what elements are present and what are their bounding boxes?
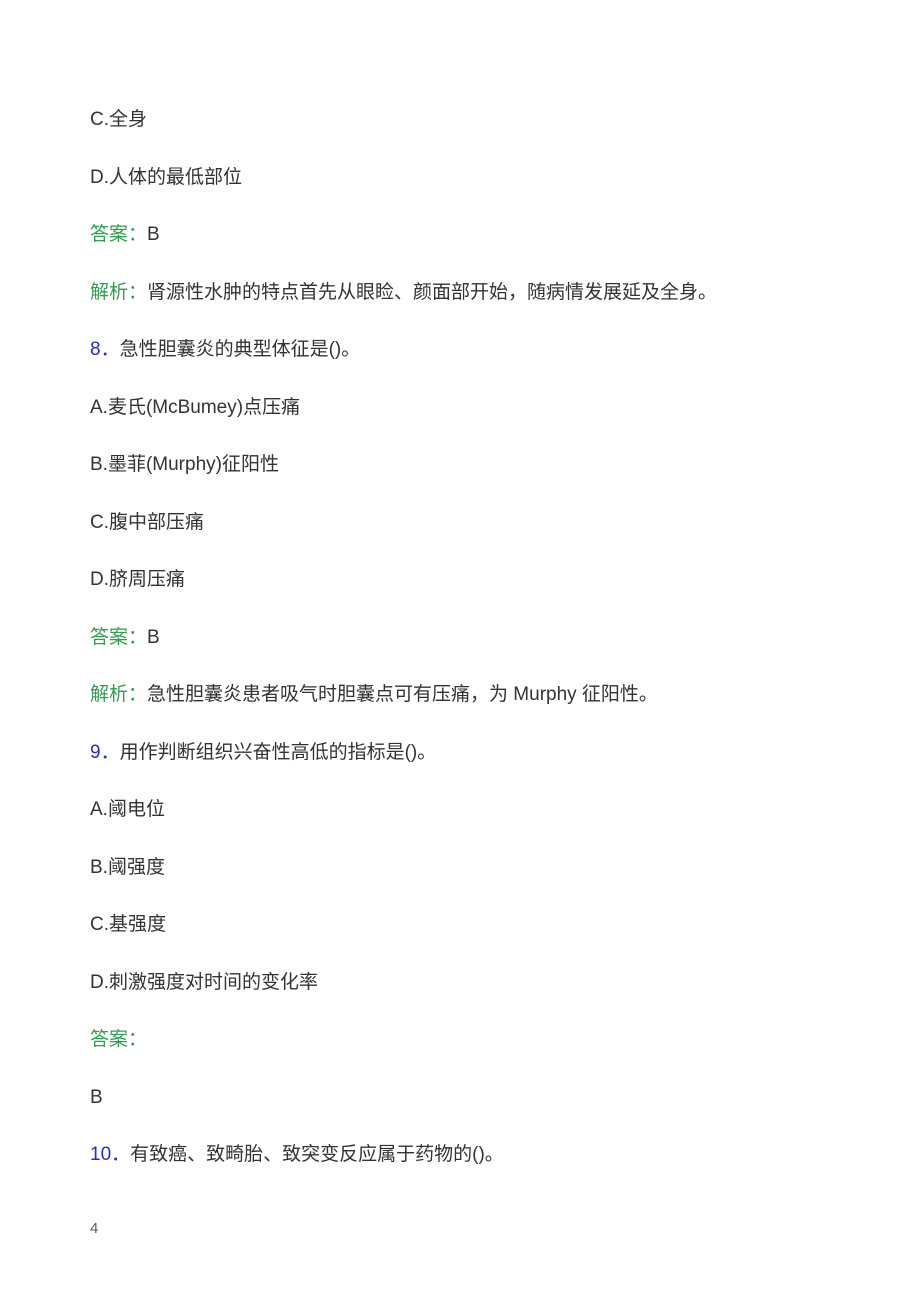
question-number: 10．: [90, 1144, 130, 1165]
q9-option-a: A.阈电位: [90, 796, 830, 825]
q7-answer: 答案：B: [90, 221, 830, 250]
q8-analysis: 解析：急性胆囊炎患者吸气时胆囊点可有压痛，为 Murphy 征阳性。: [90, 681, 830, 710]
q9-answer-label-line: 答案：: [90, 1026, 830, 1055]
q10-stem: 10．有致癌、致畸胎、致突变反应属于药物的()。: [90, 1141, 830, 1170]
q9-answer-value-line: B: [90, 1084, 830, 1113]
q9-option-d: D.刺激强度对时间的变化率: [90, 969, 830, 998]
q8-stem: 8．急性胆囊炎的典型体征是()。: [90, 336, 830, 365]
q9-option-b: B.阈强度: [90, 854, 830, 883]
q8-option-c: C.腹中部压痛: [90, 509, 830, 538]
answer-value: B: [147, 627, 160, 648]
q7-option-c: C.全身: [90, 106, 830, 135]
q8-answer: 答案：B: [90, 624, 830, 653]
document-page: C.全身 D.人体的最低部位 答案：B 解析：肾源性水肿的特点首先从眼睑、颜面部…: [0, 0, 920, 1302]
answer-label: 答案：: [90, 224, 147, 245]
q9-stem: 9．用作判断组织兴奋性高低的指标是()。: [90, 739, 830, 768]
answer-label: 答案：: [90, 627, 147, 648]
question-number: 9．: [90, 742, 120, 763]
analysis-text: 急性胆囊炎患者吸气时胆囊点可有压痛，为 Murphy 征阳性。: [147, 684, 658, 705]
page-number: 4: [90, 1218, 98, 1241]
question-text: 用作判断组织兴奋性高低的指标是()。: [120, 742, 437, 763]
q8-option-b: B.墨菲(Murphy)征阳性: [90, 451, 830, 480]
question-number: 8．: [90, 339, 120, 360]
question-text: 急性胆囊炎的典型体征是()。: [120, 339, 361, 360]
answer-label: 答案：: [90, 1029, 147, 1050]
analysis-label: 解析：: [90, 282, 147, 303]
analysis-label: 解析：: [90, 684, 147, 705]
q8-option-d: D.脐周压痛: [90, 566, 830, 595]
analysis-text: 肾源性水肿的特点首先从眼睑、颜面部开始，随病情发展延及全身。: [147, 282, 717, 303]
q9-option-c: C.基强度: [90, 911, 830, 940]
answer-value: B: [147, 224, 160, 245]
q8-option-a: A.麦氏(McBumey)点压痛: [90, 394, 830, 423]
answer-value: B: [90, 1087, 103, 1108]
q7-option-d: D.人体的最低部位: [90, 164, 830, 193]
question-text: 有致癌、致畸胎、致突变反应属于药物的()。: [130, 1144, 504, 1165]
q7-analysis: 解析：肾源性水肿的特点首先从眼睑、颜面部开始，随病情发展延及全身。: [90, 279, 830, 308]
